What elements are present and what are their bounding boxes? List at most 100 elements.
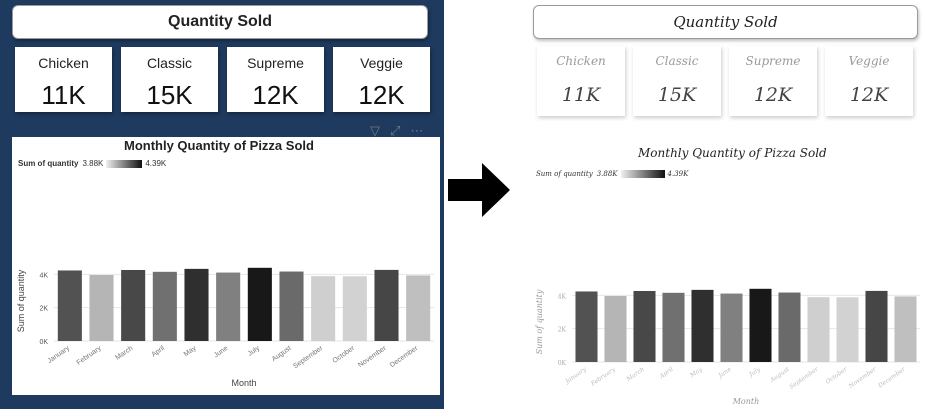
card-value: 15K <box>146 80 193 110</box>
bar-december[interactable] <box>406 275 431 341</box>
y-tick-label: 0K <box>558 360 567 367</box>
chart-container[interactable]: Monthly Quantity of Pizza Sold Sum of qu… <box>12 137 440 395</box>
card-label: Supreme <box>247 55 304 71</box>
bar-february[interactable] <box>89 274 114 341</box>
bar-april[interactable] <box>662 292 685 362</box>
x-tick-label: May <box>183 345 198 359</box>
x-tick-label: February <box>589 366 617 389</box>
x-tick-label: February <box>76 345 103 367</box>
bar-september[interactable] <box>807 297 830 362</box>
bar-september[interactable] <box>311 276 336 341</box>
card-veggie: Veggie 12K <box>825 46 913 116</box>
bar-july[interactable] <box>247 267 272 341</box>
x-tick-label: December <box>389 345 420 370</box>
bar-february[interactable] <box>604 295 627 362</box>
legend-label: Sum of quantity <box>536 170 593 178</box>
x-tick-label: April <box>150 345 166 359</box>
y-tick-label: 2K <box>558 327 567 334</box>
left-dashboard: Quantity Sold Chicken 11K Classic 15K Su… <box>0 0 444 409</box>
card-label: Veggie <box>360 55 403 71</box>
card-classic: Classic 15K <box>121 47 218 112</box>
bar-july[interactable] <box>749 288 772 362</box>
x-tick-label: October <box>332 345 357 365</box>
bar-december[interactable] <box>894 296 917 362</box>
x-tick-label: January <box>563 366 588 387</box>
y-axis-label: Sum of quantity <box>535 289 544 354</box>
y-tick-label: 0K <box>39 339 48 346</box>
card-label: Chicken <box>38 55 89 71</box>
y-tick-label: 4K <box>39 272 48 279</box>
legend-label: Sum of quantity <box>18 159 79 168</box>
x-tick-label: August <box>768 366 791 385</box>
filter-icon[interactable]: ▽ <box>370 123 380 138</box>
card-value: 12K <box>849 84 889 106</box>
card-value: 15K <box>657 84 697 106</box>
card-label: Classic <box>146 55 193 71</box>
card-value: 12K <box>753 84 793 106</box>
x-tick-label: November <box>357 345 388 370</box>
x-tick-label: April <box>658 366 675 381</box>
card-chicken: Chicken 11K <box>15 47 112 112</box>
bar-november[interactable] <box>865 290 888 362</box>
bar-august[interactable] <box>279 271 304 341</box>
focus-mode-icon[interactable]: ⤢ <box>390 123 401 138</box>
color-legend: Sum of quantity 3.88K 4.39K <box>536 170 688 178</box>
bar-january[interactable] <box>57 270 82 341</box>
bar-march[interactable] <box>633 290 656 362</box>
bar-march[interactable] <box>121 269 146 341</box>
bar-may[interactable] <box>691 289 714 362</box>
card-value: 11K <box>41 80 86 110</box>
legend-min: 3.88K <box>82 159 104 168</box>
x-tick-label: March <box>625 366 646 384</box>
y-tick-label: 2K <box>39 306 48 313</box>
chart-title: Monthly Quantity of Pizza Sold <box>638 146 827 160</box>
card-classic: Classic 15K <box>633 46 721 116</box>
chart-container[interactable]: Monthly Quantity of Pizza Sold Sum of qu… <box>528 140 924 408</box>
card-label: Supreme <box>745 54 801 68</box>
x-axis-label: Month <box>231 378 256 388</box>
bar-october[interactable] <box>342 276 367 341</box>
bar-june[interactable] <box>720 293 743 362</box>
legend-max: 4.39K <box>667 170 689 178</box>
card-label: Classic <box>655 54 699 68</box>
card-chicken: Chicken 11K <box>537 46 625 116</box>
x-tick-label: July <box>247 345 262 358</box>
bar-november[interactable] <box>374 269 399 341</box>
legend-gradient <box>106 159 143 168</box>
bar-october[interactable] <box>836 297 859 362</box>
bar-may[interactable] <box>184 268 209 341</box>
x-tick-label: September <box>788 365 820 391</box>
x-tick-label: September <box>292 345 325 371</box>
bar-august[interactable] <box>778 292 801 362</box>
x-axis-label: Month <box>732 397 760 406</box>
bar-june[interactable] <box>216 272 241 341</box>
legend-gradient <box>620 170 665 178</box>
legend-min: 3.88K <box>596 170 618 178</box>
bar-january[interactable] <box>575 291 598 362</box>
header-title-box: Quantity Sold <box>533 5 918 39</box>
bar-april[interactable] <box>152 271 177 341</box>
right-dashboard: Quantity Sold Chicken 11K Classic 15K Su… <box>520 0 927 409</box>
x-tick-label: November <box>847 365 879 390</box>
x-tick-label: January <box>47 345 72 365</box>
header-title: Quantity Sold <box>168 13 272 30</box>
card-veggie: Veggie 12K <box>333 47 430 112</box>
x-tick-label: August <box>271 345 293 363</box>
header-title-box: Quantity Sold <box>12 5 428 39</box>
card-supreme: Supreme 12K <box>227 47 324 112</box>
card-value: 12K <box>358 80 405 110</box>
y-tick-label: 4K <box>558 293 567 300</box>
x-tick-label: June <box>213 345 230 360</box>
card-supreme: Supreme 12K <box>729 46 817 116</box>
x-tick-label: March <box>114 345 134 362</box>
x-tick-label: July <box>747 366 763 380</box>
chart-title: Monthly Quantity of Pizza Sold <box>124 138 314 153</box>
color-legend: Sum of quantity 3.88K 4.39K <box>18 159 166 168</box>
x-tick-label: June <box>716 366 733 381</box>
bar-chart: 0K 2K 4K January February March April May June Ju… <box>16 267 434 388</box>
header-title: Quantity Sold <box>673 13 778 31</box>
more-options-icon[interactable]: ⋯ <box>410 123 424 138</box>
card-label: Veggie <box>848 54 890 68</box>
x-tick-label: October <box>825 365 850 385</box>
x-tick-label: May <box>688 366 704 380</box>
